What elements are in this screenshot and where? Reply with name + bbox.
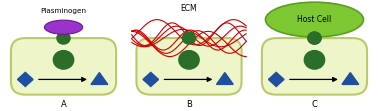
- Text: ECM: ECM: [181, 4, 197, 13]
- Circle shape: [53, 51, 74, 69]
- Text: A: A: [60, 100, 67, 109]
- Polygon shape: [342, 73, 359, 84]
- FancyBboxPatch shape: [136, 38, 242, 95]
- Text: C: C: [311, 100, 318, 109]
- FancyBboxPatch shape: [262, 38, 367, 95]
- Circle shape: [308, 32, 321, 44]
- FancyBboxPatch shape: [11, 38, 116, 95]
- Circle shape: [308, 32, 321, 44]
- Circle shape: [183, 32, 195, 44]
- Ellipse shape: [265, 2, 364, 37]
- Ellipse shape: [44, 20, 83, 34]
- Polygon shape: [91, 73, 108, 84]
- Polygon shape: [17, 72, 33, 86]
- Polygon shape: [268, 72, 284, 86]
- Circle shape: [57, 32, 70, 44]
- Circle shape: [304, 51, 325, 69]
- Text: Host Cell: Host Cell: [297, 15, 332, 24]
- Circle shape: [179, 51, 199, 69]
- Polygon shape: [143, 72, 158, 86]
- Polygon shape: [217, 73, 233, 84]
- Text: B: B: [186, 100, 192, 109]
- Text: Plasminogen: Plasminogen: [40, 8, 87, 14]
